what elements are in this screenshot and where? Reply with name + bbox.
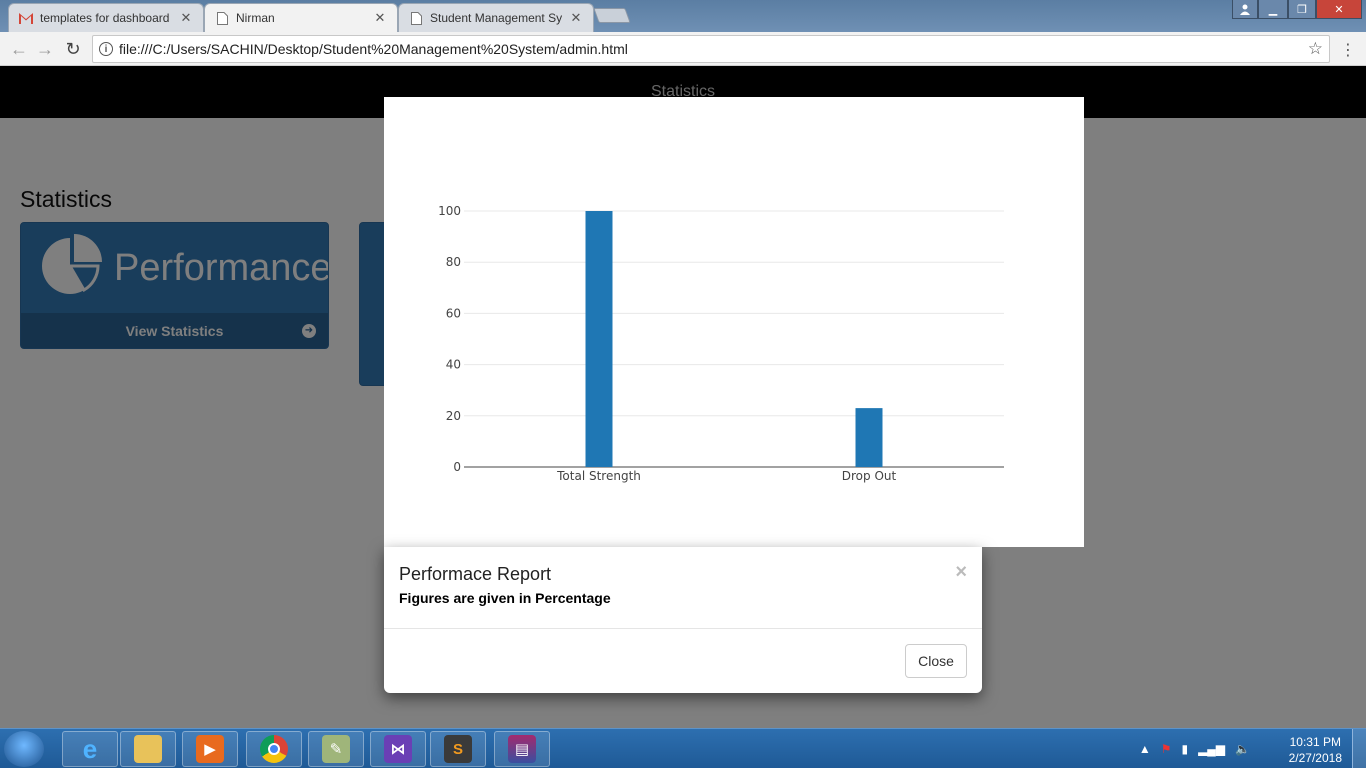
- clock-date: 2/27/2018: [1288, 751, 1342, 765]
- page-icon: [215, 11, 229, 25]
- x-tick-label: Drop Out: [842, 469, 897, 483]
- browser-tabstrip: templates for dashboard ✕ Nirman ✕ Stude…: [0, 0, 1366, 32]
- back-button[interactable]: ←: [10, 38, 28, 59]
- x-tick-label: Total Strength: [556, 469, 641, 483]
- close-icon[interactable]: ✕: [374, 10, 386, 25]
- action-center-icon[interactable]: ⚑: [1160, 742, 1172, 756]
- info-icon[interactable]: i: [99, 42, 113, 56]
- close-icon[interactable]: ✕: [180, 10, 192, 25]
- bar: [585, 211, 613, 467]
- y-tick-label: 20: [446, 409, 461, 423]
- page: Statistics Statistics Performance View S…: [0, 66, 1366, 728]
- forward-button[interactable]: →: [36, 38, 54, 59]
- y-tick-label: 80: [446, 255, 461, 269]
- bookmark-star-icon[interactable]: ☆: [1307, 39, 1323, 58]
- close-button[interactable]: Close: [905, 644, 967, 678]
- clock-time: 10:31 PM: [1289, 735, 1341, 749]
- media-player-icon[interactable]: ▶: [182, 731, 238, 767]
- restore-button[interactable]: ❐: [1288, 0, 1316, 19]
- user-profile-icon[interactable]: [1232, 0, 1258, 19]
- bar-chart: 0 20 40 60 80 100 Total Strength Drop Out: [438, 204, 1004, 483]
- browser-toolbar: ← → ↻ i file:///C:/Users/SACHIN/Desktop/…: [0, 32, 1366, 66]
- performance-modal: Performace Report Figures are given in P…: [384, 547, 982, 693]
- chart-panel: 0 20 40 60 80 100 Total Strength Drop Out: [384, 97, 1084, 547]
- y-tick-label: 40: [446, 358, 461, 372]
- show-hidden-icons[interactable]: ▲: [1138, 742, 1151, 756]
- power-icon[interactable]: ▮: [1181, 742, 1189, 756]
- taskbar: e ▶ ✎ ⋈ S ▤ ▲ ⚑ ▮ ▂▄▆ 🔈 10:31 PM 2/27/20…: [0, 728, 1366, 768]
- tab-title: templates for dashboard: [40, 11, 170, 25]
- volume-icon[interactable]: 🔈: [1235, 742, 1250, 756]
- close-icon[interactable]: ✕: [570, 10, 582, 25]
- modal-subtitle: Figures are given in Percentage: [399, 590, 611, 606]
- tab-gmail[interactable]: templates for dashboard ✕: [8, 3, 204, 32]
- address-bar[interactable]: i file:///C:/Users/SACHIN/Desktop/Studen…: [92, 35, 1330, 63]
- sublime-text-icon[interactable]: S: [430, 731, 486, 767]
- reload-button[interactable]: ↻: [65, 38, 81, 59]
- modal-close-icon[interactable]: ×: [955, 561, 967, 583]
- tab-title: Student Management Sy: [430, 11, 563, 25]
- y-tick-label: 0: [453, 460, 461, 474]
- gmail-icon: [19, 11, 33, 25]
- network-icon[interactable]: ▂▄▆: [1198, 742, 1226, 756]
- internet-explorer-icon[interactable]: e: [62, 731, 118, 767]
- start-button[interactable]: [4, 731, 44, 767]
- file-explorer-icon[interactable]: [120, 731, 176, 767]
- tools-icon[interactable]: ✎: [308, 731, 364, 767]
- url-text: file:///C:/Users/SACHIN/Desktop/Student%…: [119, 41, 628, 57]
- visual-studio-icon[interactable]: ⋈: [370, 731, 426, 767]
- minimize-button[interactable]: ▁: [1258, 0, 1288, 19]
- bar: [855, 408, 883, 467]
- page-icon: [409, 11, 423, 25]
- system-tray: ▲ ⚑ ▮ ▂▄▆ 🔈: [1139, 729, 1326, 768]
- modal-title: Performace Report: [399, 564, 552, 584]
- winrar-icon[interactable]: ▤: [494, 731, 550, 767]
- show-desktop-button[interactable]: [1352, 729, 1366, 768]
- new-tab-button[interactable]: [593, 8, 631, 23]
- tab-student-management[interactable]: Student Management Sy ✕: [398, 3, 594, 32]
- browser-menu-icon[interactable]: ⋮: [1340, 42, 1356, 59]
- y-tick-label: 100: [438, 204, 461, 218]
- chrome-icon[interactable]: [246, 731, 302, 767]
- clock[interactable]: 10:31 PM 2/27/2018: [1289, 734, 1342, 766]
- window-close-button[interactable]: ✕: [1316, 0, 1362, 19]
- modal-divider: [384, 628, 982, 629]
- tab-title: Nirman: [236, 11, 275, 25]
- tab-nirman[interactable]: Nirman ✕: [204, 3, 398, 32]
- y-tick-label: 60: [446, 306, 461, 320]
